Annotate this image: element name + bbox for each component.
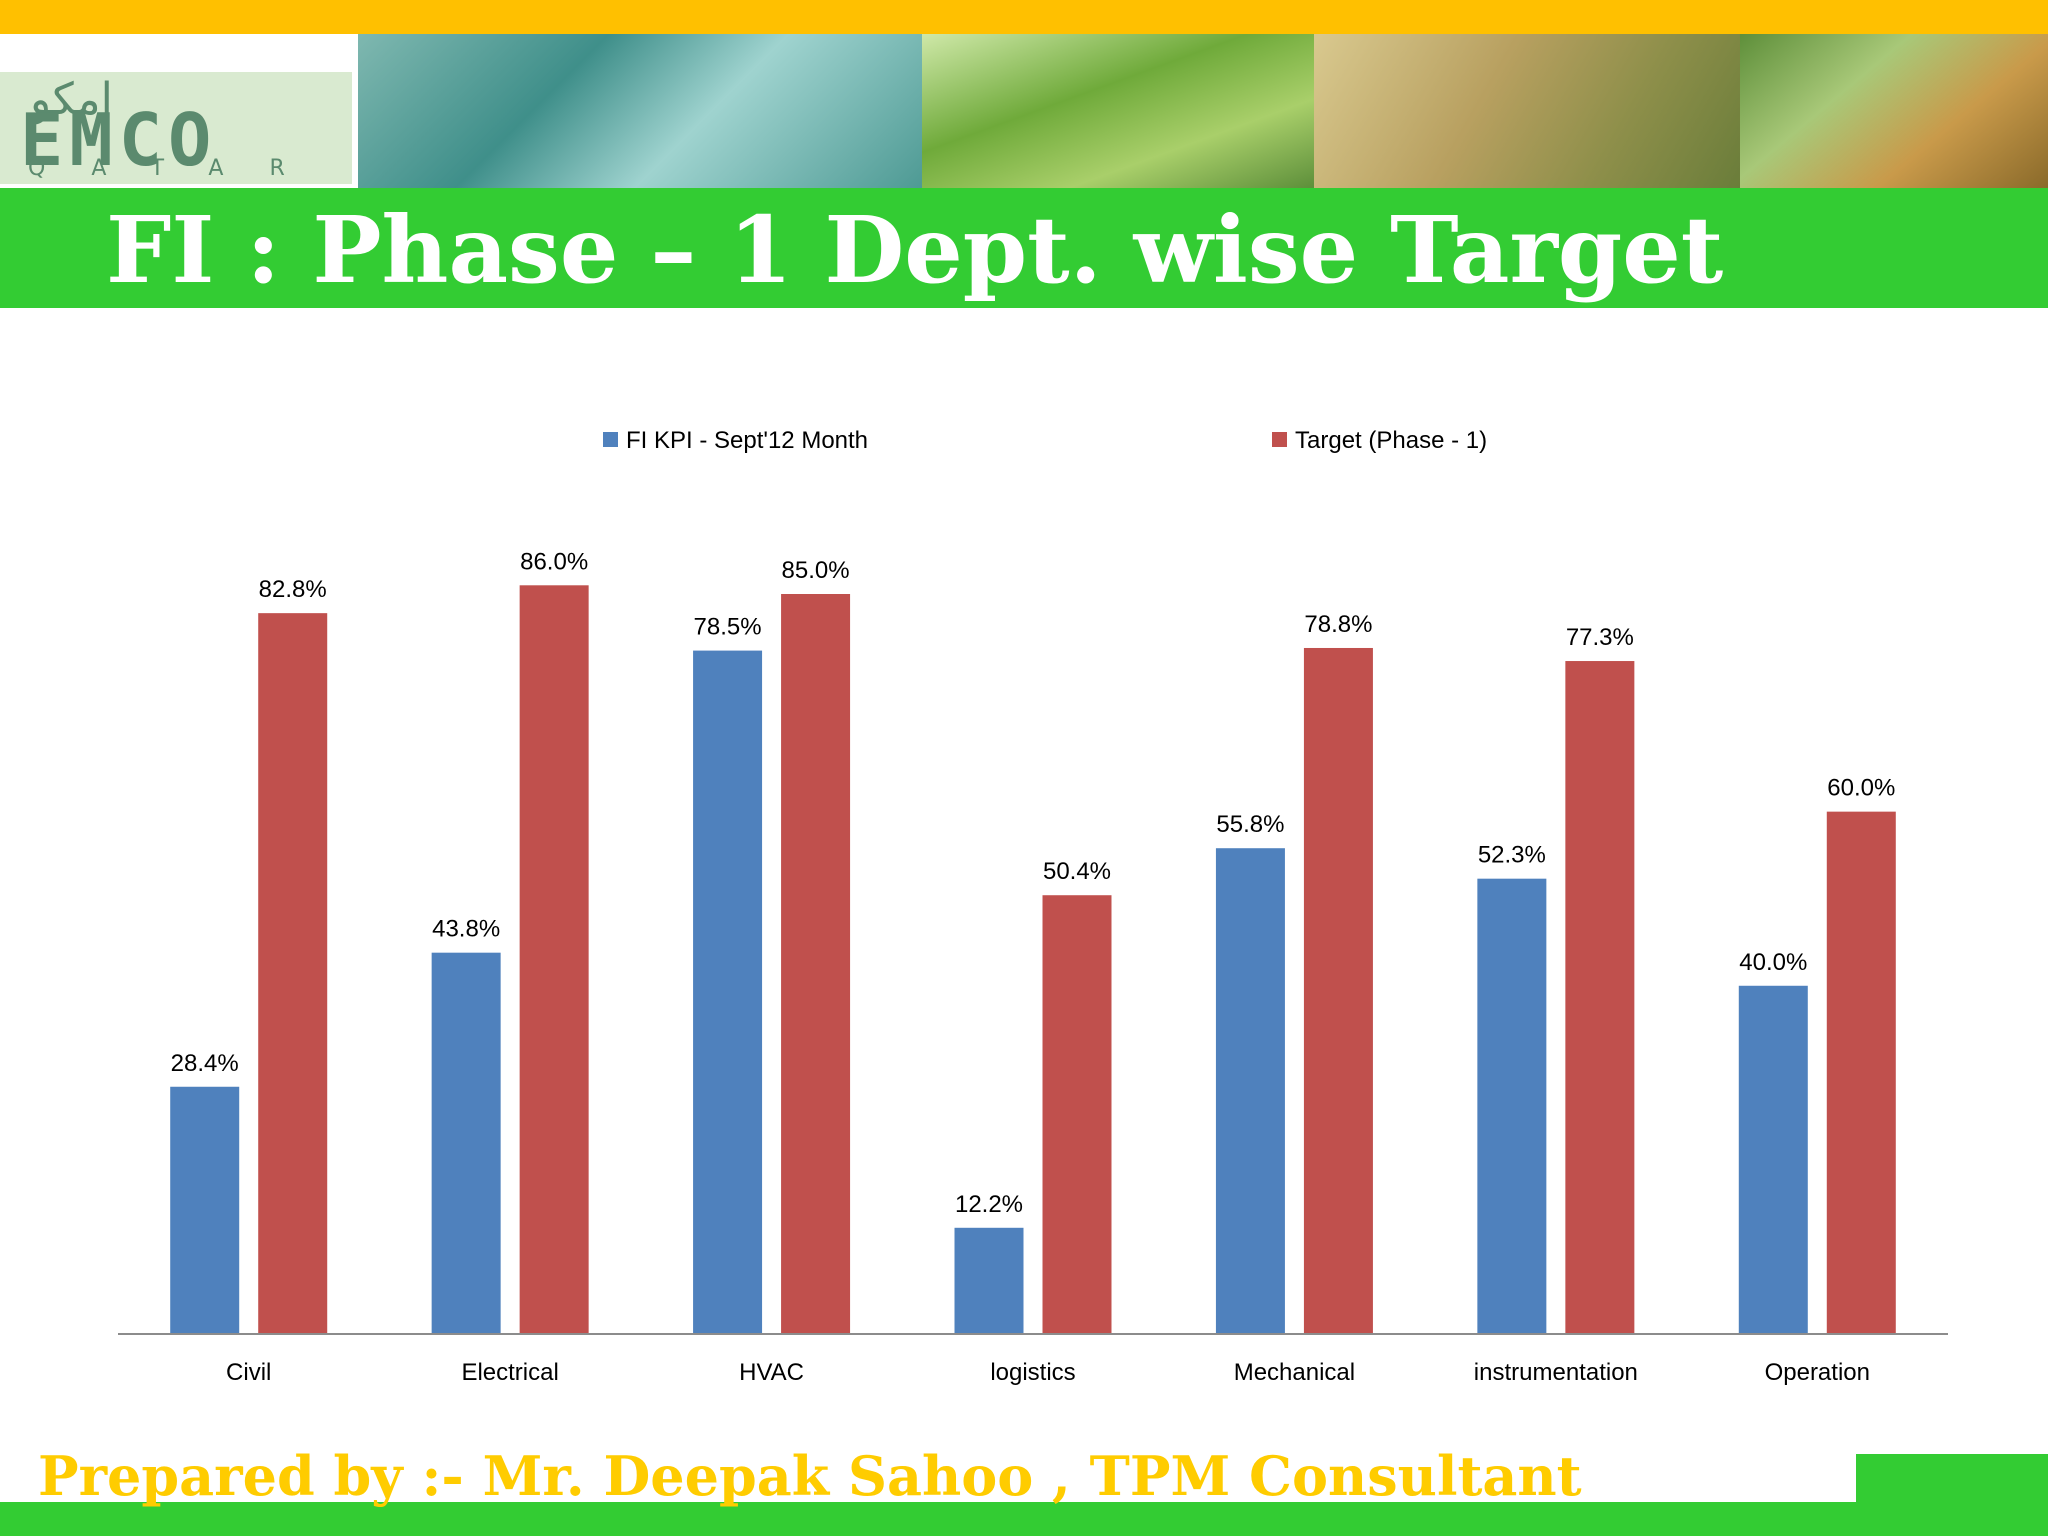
bar-target-operation (1826, 811, 1896, 1334)
legend-label-1: FI KPI - Sept'12 Month (626, 427, 868, 454)
logo-name: EMCO (20, 98, 218, 182)
legend-swatch-1 (603, 432, 618, 447)
data-label-target-mechanical: 78.8% (1304, 611, 1372, 638)
data-label-kpi-operation: 40.0% (1739, 949, 1807, 976)
company-logo: امكو EMCO QATAR (0, 34, 358, 188)
slide-title: FI : Phase – 1 Dept. wise Target (106, 196, 1724, 304)
logo-subtitle: QATAR (28, 156, 331, 181)
data-label-kpi-hvac: 78.5% (694, 614, 762, 641)
data-label-target-instrumentation: 77.3% (1566, 624, 1634, 651)
bar-kpi-mechanical (1215, 848, 1285, 1334)
category-label-mechanical: Mechanical (1234, 1359, 1355, 1386)
data-label-kpi-instrumentation: 52.3% (1478, 842, 1546, 869)
header-banner: امكو EMCO QATAR (0, 34, 2048, 188)
data-label-kpi-mechanical: 55.8% (1216, 811, 1284, 838)
banner-photo-paint-brush (1314, 34, 1740, 188)
banner-photo-tree (922, 34, 1314, 188)
bar-target-logistics (1042, 895, 1112, 1334)
bar-target-hvac (781, 594, 851, 1334)
logo-background (0, 72, 352, 184)
bar-target-instrumentation (1565, 661, 1635, 1334)
category-label-civil: Civil (226, 1359, 271, 1386)
legend-label-2: Target (Phase - 1) (1295, 427, 1487, 454)
bar-kpi-logistics (954, 1227, 1024, 1334)
footer-bar (0, 1502, 2048, 1536)
banner-photo-water-tap (358, 34, 922, 188)
data-label-target-hvac: 85.0% (782, 557, 850, 584)
footer-credit: Prepared by :- Mr. Deepak Sahoo , TPM Co… (38, 1444, 1582, 1508)
category-label-instrumentation: instrumentation (1474, 1359, 1638, 1386)
footer-tab (1856, 1454, 2048, 1502)
bar-kpi-electrical (431, 952, 501, 1334)
category-label-logistics: logistics (990, 1359, 1075, 1386)
bar-target-electrical (519, 585, 589, 1334)
data-label-kpi-civil: 28.4% (171, 1050, 239, 1077)
data-label-target-civil: 82.8% (259, 576, 327, 603)
data-label-target-logistics: 50.4% (1043, 858, 1111, 885)
bar-target-mechanical (1303, 647, 1373, 1334)
bar-target-civil (258, 613, 328, 1334)
bar-kpi-operation (1738, 985, 1808, 1334)
data-label-kpi-electrical: 43.8% (432, 916, 500, 943)
category-label-electrical: Electrical (461, 1359, 558, 1386)
bar-kpi-instrumentation (1477, 878, 1547, 1334)
category-label-hvac: HVAC (739, 1359, 804, 1386)
category-label-operation: Operation (1765, 1359, 1870, 1386)
bar-kpi-civil (170, 1086, 240, 1334)
bar-kpi-hvac (693, 650, 763, 1334)
data-label-kpi-logistics: 12.2% (955, 1191, 1023, 1218)
data-label-target-operation: 60.0% (1827, 775, 1895, 802)
title-bar (0, 188, 2048, 308)
banner-photo-tree-trunk (1740, 34, 2048, 188)
data-label-target-electrical: 86.0% (520, 548, 588, 575)
legend-swatch-2 (1272, 432, 1287, 447)
top-strip (0, 0, 2048, 34)
logo-arabic-text: امكو (30, 74, 113, 125)
